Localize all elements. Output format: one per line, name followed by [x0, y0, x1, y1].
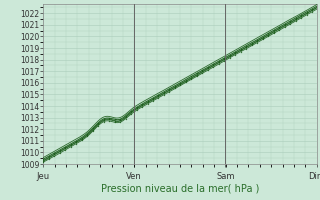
X-axis label: Pression niveau de la mer( hPa ): Pression niveau de la mer( hPa )	[101, 183, 259, 193]
